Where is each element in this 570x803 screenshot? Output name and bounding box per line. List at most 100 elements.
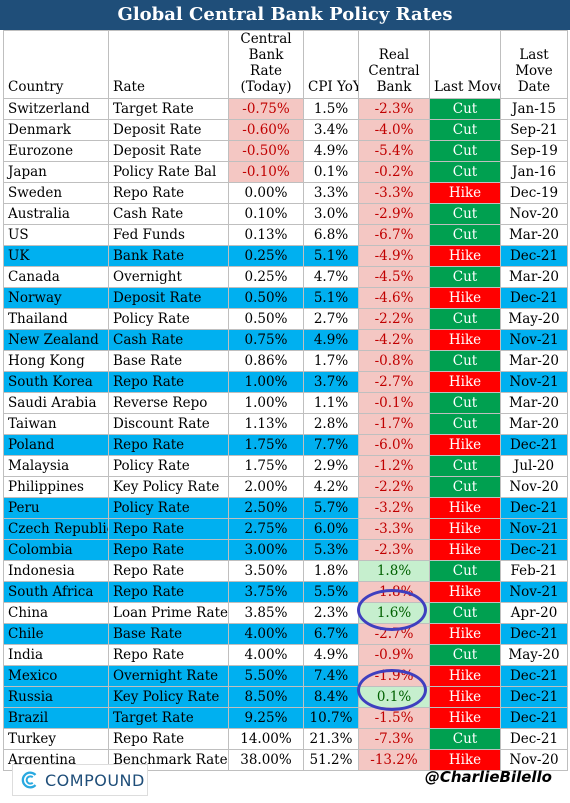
table-row: South Korea Repo Rate 1.00% 3.7% -2.7% Hike No…	[3, 371, 568, 393]
cell-rate: Overnight	[108, 266, 229, 288]
cell-cb-rate: 0.13%	[228, 224, 304, 246]
header-rate: Rate	[108, 30, 229, 99]
cell-real-rate: 1.8%	[358, 560, 430, 582]
cell-last-move-date: Apr-20	[500, 602, 568, 624]
cell-real-rate: -6.0%	[358, 434, 430, 456]
cell-cpi: 4.7%	[303, 266, 359, 288]
header-country: Country	[3, 30, 109, 99]
cell-country: Saudi Arabia	[3, 392, 109, 414]
cell-country: New Zealand	[3, 329, 109, 351]
cell-rate: Deposit Rate	[108, 287, 229, 309]
table-row: Russia Key Policy Rate 8.50% 8.4% 0.1% Hike De…	[3, 686, 568, 708]
cell-country: Australia	[3, 203, 109, 225]
cell-last-move-date: Nov-20	[500, 749, 568, 771]
cell-last-move: Hike	[429, 623, 501, 645]
cell-country: Czech Republic	[3, 518, 109, 540]
cell-cb-rate: 2.50%	[228, 497, 304, 519]
cell-last-move-date: May-20	[500, 644, 568, 666]
cell-cpi: 7.4%	[303, 665, 359, 687]
footer: COMPOUND @CharlieBilello	[0, 760, 570, 803]
cell-rate: Discount Rate	[108, 413, 229, 435]
cell-country: Malaysia	[3, 455, 109, 477]
cell-last-move-date: Dec-19	[500, 182, 568, 204]
cell-cb-rate: 5.50%	[228, 665, 304, 687]
cell-real-rate: -1.5%	[358, 707, 430, 729]
cell-last-move-date: Mar-20	[500, 350, 568, 372]
table-row: UK Bank Rate 0.25% 5.1% -4.9% Hike Dec-21	[3, 245, 568, 267]
cell-last-move: Cut	[429, 413, 501, 435]
table-row: Indonesia Repo Rate 3.50% 1.8% 1.8% Cut Feb-21	[3, 560, 568, 582]
cell-real-rate: -4.6%	[358, 287, 430, 309]
cell-real-rate: -3.3%	[358, 518, 430, 540]
cell-last-move-date: Nov-20	[500, 203, 568, 225]
cell-real-rate: -2.3%	[358, 539, 430, 561]
cell-real-rate: -7.3%	[358, 728, 430, 750]
cell-country: Philippines	[3, 476, 109, 498]
cell-last-move-date: Feb-21	[500, 560, 568, 582]
cell-country: Thailand	[3, 308, 109, 330]
cell-country: China	[3, 602, 109, 624]
cell-rate: Repo Rate	[108, 644, 229, 666]
cell-cb-rate: 0.25%	[228, 245, 304, 267]
cell-last-move-date: Nov-21	[500, 329, 568, 351]
cell-country: Denmark	[3, 119, 109, 141]
cell-rate: Policy Rate	[108, 455, 229, 477]
cell-real-rate: -4.9%	[358, 245, 430, 267]
cell-last-move: Hike	[429, 434, 501, 456]
cell-cpi: 5.1%	[303, 245, 359, 267]
table-row: Philippines Key Policy Rate 2.00% 4.2% -2.2%…	[3, 476, 568, 498]
cell-last-move-date: Dec-21	[500, 434, 568, 456]
cell-last-move-date: Sep-19	[500, 140, 568, 162]
rates-table: Country Rate Central Bank Rate (Today) C…	[3, 30, 568, 771]
cell-cpi: 1.1%	[303, 392, 359, 414]
cell-rate: Cash Rate	[108, 329, 229, 351]
cell-country: Poland	[3, 434, 109, 456]
table-row: Norway Deposit Rate 0.50% 5.1% -4.6% Hike Dec-…	[3, 287, 568, 309]
cell-cpi: 5.5%	[303, 581, 359, 603]
cell-cb-rate: 1.00%	[228, 371, 304, 393]
cell-country: Brazil	[3, 707, 109, 729]
cell-cb-rate: 3.75%	[228, 581, 304, 603]
cell-last-move-date: Dec-21	[500, 686, 568, 708]
cell-cb-rate: 2.00%	[228, 476, 304, 498]
cell-last-move-date: Nov-21	[500, 371, 568, 393]
cell-last-move-date: Mar-20	[500, 413, 568, 435]
cell-cpi: 3.0%	[303, 203, 359, 225]
table-row: Poland Repo Rate 1.75% 7.7% -6.0% Hike Dec-21	[3, 434, 568, 456]
table-row: Malaysia Policy Rate 1.75% 2.9% -1.2% Cut Jul-…	[3, 455, 568, 477]
cell-country: Japan	[3, 161, 109, 183]
cell-last-move: Cut	[429, 119, 501, 141]
cell-real-rate: -0.9%	[358, 644, 430, 666]
logo-text: COMPOUND	[45, 770, 145, 790]
cell-real-rate: -2.7%	[358, 623, 430, 645]
cell-cb-rate: -0.75%	[228, 98, 304, 120]
cell-rate: Deposit Rate	[108, 119, 229, 141]
cell-cpi: 6.8%	[303, 224, 359, 246]
cell-real-rate: 1.6%	[358, 602, 430, 624]
cell-country: US	[3, 224, 109, 246]
cell-cpi: 4.9%	[303, 329, 359, 351]
cell-last-move-date: Nov-20	[500, 476, 568, 498]
cell-last-move: Cut	[429, 560, 501, 582]
cell-rate: Repo Rate	[108, 371, 229, 393]
cell-cb-rate: 2.75%	[228, 518, 304, 540]
header-last-move-date: Last Move Date	[500, 30, 568, 99]
table-row: Mexico Overnight Rate 5.50% 7.4% -1.9% Hike De…	[3, 665, 568, 687]
header-row: Country Rate Central Bank Rate (Today) C…	[3, 30, 568, 99]
cell-cpi: 8.4%	[303, 686, 359, 708]
cell-cpi: 2.7%	[303, 308, 359, 330]
cell-country: South Africa	[3, 581, 109, 603]
cell-country: Colombia	[3, 539, 109, 561]
cell-cb-rate: 4.00%	[228, 644, 304, 666]
cell-cpi: 5.3%	[303, 539, 359, 561]
cell-last-move: Cut	[429, 140, 501, 162]
cell-cb-rate: 0.50%	[228, 287, 304, 309]
cell-last-move-date: Jan-16	[500, 161, 568, 183]
cell-cb-rate: 3.00%	[228, 539, 304, 561]
cell-cpi: 5.7%	[303, 497, 359, 519]
table-row: US Fed Funds 0.13% 6.8% -6.7% Cut Mar-20	[3, 224, 568, 246]
cell-cb-rate: 3.50%	[228, 560, 304, 582]
table-row: China Loan Prime Rate 3.85% 2.3% 1.6% Cut Apr-…	[3, 602, 568, 624]
cell-last-move-date: May-20	[500, 308, 568, 330]
cell-last-move: Hike	[429, 749, 501, 771]
